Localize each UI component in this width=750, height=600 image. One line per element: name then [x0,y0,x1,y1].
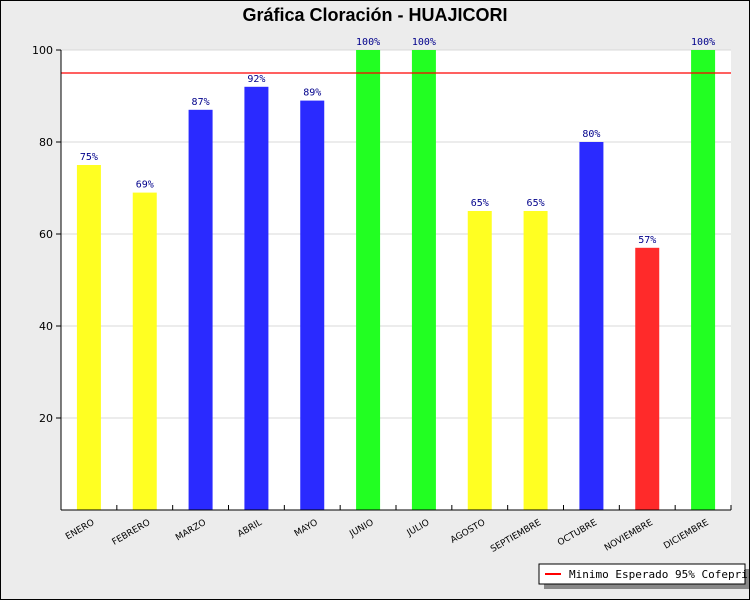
data-label: 65% [527,198,545,209]
y-tick-label: 40 [39,320,53,333]
x-tick-label: ENERO [64,518,96,542]
bar-abril [244,86,269,511]
x-tick-label: ABRIL [236,518,264,540]
data-label: 65% [471,198,489,209]
x-tick-label: SEPTIEMBRE [489,518,543,555]
x-tick-label: FEBRERO [111,518,153,548]
data-label: 92% [247,74,265,85]
bar-junio [356,50,381,510]
legend-label: Minimo Esperado 95% Cofepris [569,568,750,581]
x-tick-label: MARZO [174,518,208,543]
x-tick-label: NOVIEMBRE [603,518,655,554]
data-label: 89% [303,88,321,99]
y-tick-label: 100 [32,44,53,57]
bar-febrero [132,192,157,510]
x-tick-label: JUNIO [347,518,375,540]
x-tick-label: OCTUBRE [556,518,599,549]
bar-marzo [188,109,213,511]
bar-diciembre [691,50,716,510]
y-tick-label: 60 [39,228,53,241]
x-tick-label: DICIEMBRE [662,518,711,552]
data-label: 80% [582,129,600,140]
data-label: 100% [412,37,436,48]
data-label: 69% [136,180,154,191]
data-label: 100% [691,37,715,48]
data-label: 75% [80,152,98,163]
data-label: 100% [356,37,380,48]
bar-septiembre [523,211,548,510]
bar-agosto [467,211,492,510]
bar-noviembre [635,247,660,511]
y-tick-label: 80 [39,136,53,149]
x-tick-label: MAYO [293,518,320,539]
x-tick-label: JULIO [405,518,432,539]
data-label: 87% [192,97,210,108]
y-tick-label: 20 [39,412,53,425]
plot-area [61,50,731,510]
bar-julio [411,50,436,510]
bar-octubre [579,142,604,510]
data-label: 57% [638,235,656,246]
bar-enero [76,165,101,510]
bar-mayo [300,100,325,510]
x-tick-label: AGOSTO [449,518,487,546]
chart-title: Gráfica Cloración - HUAJICORI [242,5,507,25]
legend: Minimo Esperado 95% Cofepris [538,563,750,589]
